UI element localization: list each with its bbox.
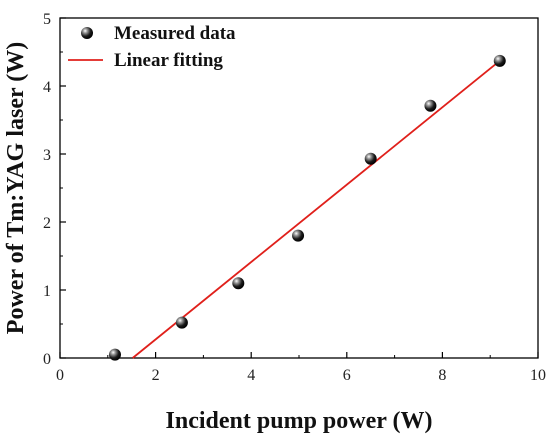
ticks-layer: 0 2 4 6 8 10 0 1 2 3 4 5 bbox=[43, 11, 546, 384]
legend-label-measured: Measured data bbox=[114, 23, 236, 44]
legend-marker-measured bbox=[81, 27, 93, 39]
data-point bbox=[364, 152, 377, 165]
x-tick-label: 0 bbox=[56, 367, 64, 384]
y-tick-label: 3 bbox=[43, 147, 51, 164]
x-tick-label: 4 bbox=[247, 367, 255, 384]
data-point bbox=[292, 229, 305, 242]
fit-line bbox=[132, 60, 501, 359]
legend: Measured data Linear fitting bbox=[68, 23, 236, 71]
data-point bbox=[108, 348, 121, 361]
data-point bbox=[424, 99, 437, 112]
x-tick-label: 6 bbox=[343, 367, 351, 384]
y-axis-title: Power of Tm:YAG laser (W) bbox=[3, 42, 29, 334]
x-tick-label: 2 bbox=[152, 367, 160, 384]
y-tick-label: 1 bbox=[43, 283, 51, 300]
y-tick-label: 5 bbox=[43, 11, 51, 28]
data-point bbox=[493, 54, 506, 67]
data-point bbox=[175, 316, 188, 329]
x-tick-label: 10 bbox=[530, 367, 546, 384]
y-tick-label: 0 bbox=[43, 351, 51, 368]
legend-label-fit: Linear fitting bbox=[114, 50, 223, 71]
y-tick-label: 2 bbox=[43, 215, 51, 232]
x-axis-title: Incident pump power (W) bbox=[166, 408, 433, 434]
points-layer bbox=[108, 54, 506, 361]
x-tick-label: 8 bbox=[438, 367, 446, 384]
data-point bbox=[232, 277, 245, 290]
fit-layer bbox=[132, 60, 501, 359]
y-tick-label: 4 bbox=[43, 79, 51, 96]
